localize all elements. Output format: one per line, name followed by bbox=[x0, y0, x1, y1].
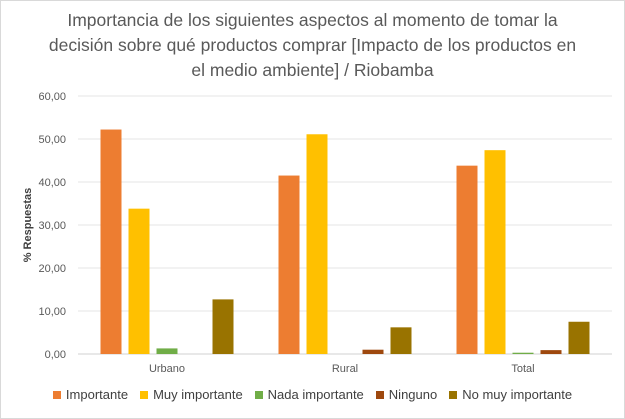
bar-muy-importante-urbano bbox=[128, 208, 150, 354]
legend-swatch bbox=[140, 390, 149, 399]
legend: Importante Muy importante Nada importante N… bbox=[0, 387, 625, 402]
gridlines bbox=[78, 95, 612, 355]
legend-item: Nada importante bbox=[254, 387, 364, 402]
bars bbox=[100, 129, 590, 354]
legend-label: No muy importante bbox=[462, 387, 573, 402]
y-tick-label: 20,00 bbox=[38, 263, 66, 275]
legend-swatch bbox=[449, 390, 458, 399]
legend-swatch bbox=[375, 390, 384, 399]
chart-title: Importancia de los siguientes aspectos a… bbox=[48, 10, 577, 80]
bar-importante-urbano bbox=[100, 129, 122, 354]
legend-label: Importante bbox=[65, 387, 129, 402]
legend-swatch bbox=[254, 390, 263, 399]
y-tick-label: 10,00 bbox=[38, 306, 66, 318]
legend-label: Ninguno bbox=[388, 387, 438, 402]
legend-item: Ninguno bbox=[375, 387, 438, 402]
legend-label: Nada importante bbox=[267, 387, 364, 402]
bar-ninguno-rural bbox=[362, 349, 384, 354]
bar-nada-importante-total bbox=[512, 352, 534, 354]
y-axis-label: % Respuestas bbox=[22, 188, 34, 263]
y-tick-label: 40,00 bbox=[38, 177, 66, 189]
y-tick-labels: 0,00 10,00 20,00 30,00 40,00 50,00 60,00 bbox=[38, 91, 66, 361]
bar-no-muy-importante-total bbox=[568, 321, 590, 354]
legend-item: No muy importante bbox=[449, 387, 572, 402]
category-label: Rural bbox=[332, 363, 358, 375]
category-labels: Urbano Rural Total bbox=[149, 363, 535, 375]
legend-swatch bbox=[52, 390, 61, 399]
bar-importante-total bbox=[456, 165, 478, 354]
legend-label: Muy importante bbox=[153, 387, 243, 402]
y-tick-label: 60,00 bbox=[38, 91, 66, 103]
legend-item: Importante bbox=[52, 387, 129, 402]
bar-importante-rural bbox=[278, 175, 300, 354]
category-label: Urbano bbox=[149, 363, 185, 375]
bar-muy-importante-total bbox=[484, 150, 506, 354]
bar-ninguno-total bbox=[540, 350, 562, 354]
y-tick-label: 50,00 bbox=[38, 134, 66, 146]
y-tick-label: 0,00 bbox=[45, 349, 66, 361]
bar-nada-importante-urbano bbox=[156, 348, 178, 354]
category-label: Total bbox=[511, 363, 534, 375]
bar-no-muy-importante-rural bbox=[390, 327, 412, 354]
legend-item: Muy importante bbox=[140, 387, 243, 402]
y-tick-label: 30,00 bbox=[38, 220, 66, 232]
bar-no-muy-importante-urbano bbox=[212, 299, 234, 354]
bar-muy-importante-rural bbox=[306, 134, 328, 354]
